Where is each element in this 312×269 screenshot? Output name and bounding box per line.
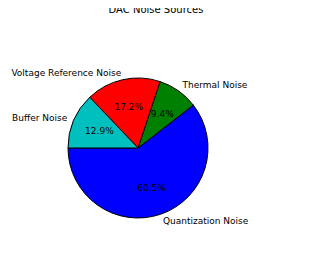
svg-text:Thermal Noise: Thermal Noise (181, 80, 247, 90)
svg-text:Buffer Noise: Buffer Noise (12, 113, 68, 123)
svg-text:Voltage Reference Noise: Voltage Reference Noise (11, 68, 121, 78)
svg-text:9.4%: 9.4% (151, 109, 174, 119)
svg-text:17.2%: 17.2% (115, 102, 144, 112)
html-text:DAC Noise Sources: DAC Noise Sources (108, 4, 204, 15)
svg-text:60.5%: 60.5% (137, 183, 166, 193)
svg-text:12.9%: 12.9% (85, 126, 114, 136)
svg-text:Quantization Noise: Quantization Noise (163, 216, 249, 226)
